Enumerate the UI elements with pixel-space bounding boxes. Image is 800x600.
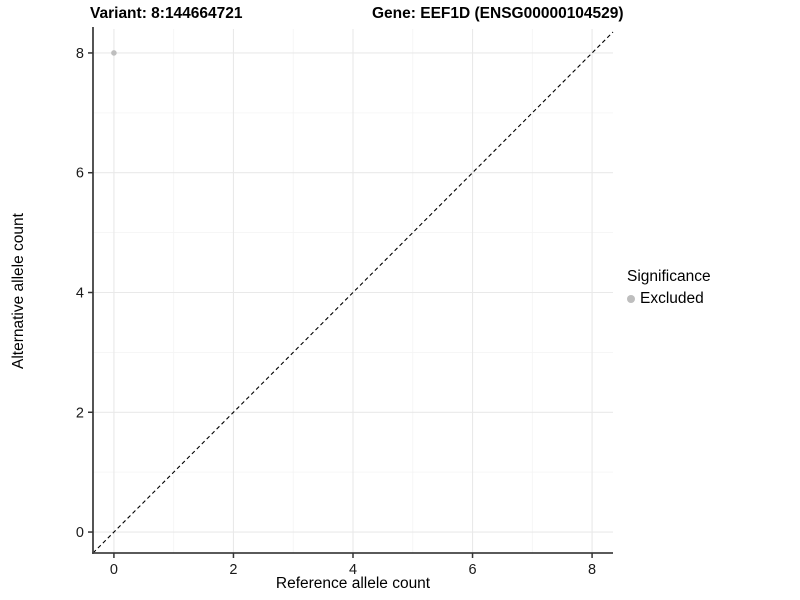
legend: Significance Excluded (627, 267, 711, 308)
y-axis-label: Alternative allele count (10, 213, 27, 369)
y-tick-label: 4 (76, 285, 84, 301)
legend-item-label: Excluded (640, 290, 704, 307)
y-tick-label: 2 (76, 405, 84, 421)
plot-title-gene: Gene: EEF1D (ENSG00000104529) (372, 5, 624, 22)
data-point (111, 50, 117, 56)
identity-line (92, 31, 614, 554)
x-tick-label: 8 (588, 562, 596, 578)
plot-title-variant: Variant: 8:144664721 (90, 5, 243, 22)
legend-point-icon (627, 294, 635, 303)
legend-item-excluded: Excluded (627, 289, 711, 308)
x-tick-label: 2 (229, 562, 237, 578)
x-tick-label: 0 (110, 562, 118, 578)
y-tick-label: 0 (76, 525, 84, 541)
x-tick-label: 4 (349, 562, 357, 578)
y-tick-label: 6 (76, 166, 84, 182)
y-tick-label: 8 (76, 46, 84, 62)
x-axis-label: Reference allele count (275, 575, 431, 592)
legend-title: Significance (627, 268, 711, 285)
x-tick-label: 6 (469, 562, 477, 578)
